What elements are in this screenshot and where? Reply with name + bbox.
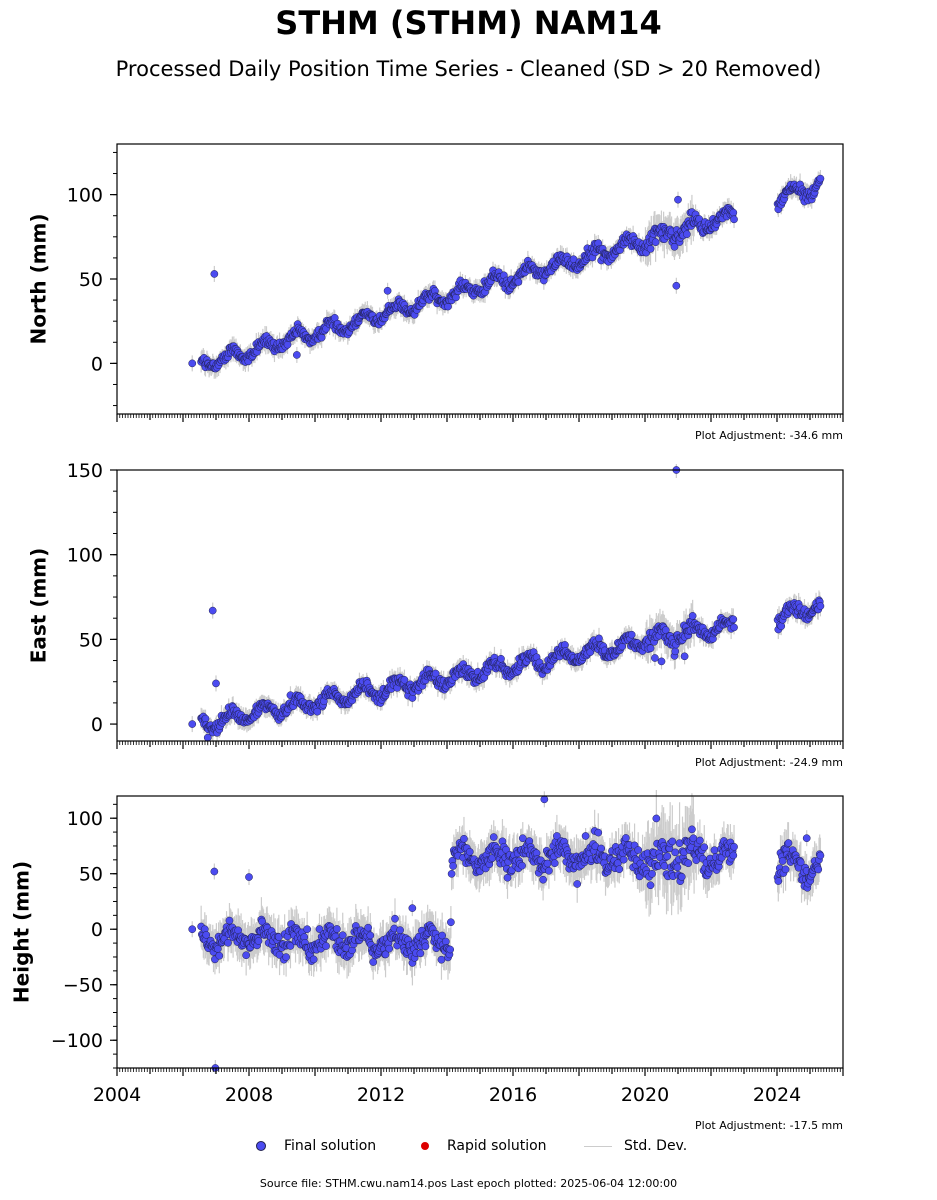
data-points-height bbox=[188, 790, 825, 1074]
plot-adjustment-north: Plot Adjustment: -34.6 mm bbox=[695, 429, 843, 442]
final-solution-point bbox=[497, 654, 505, 663]
panel-east: 0 50 100 150 East (mm) Plot Adjustment: -24.9… bbox=[27, 460, 844, 769]
final-solution-point bbox=[317, 333, 326, 342]
final-solution-point bbox=[441, 937, 450, 946]
final-solution-point bbox=[431, 669, 440, 678]
outlier-point bbox=[657, 657, 666, 666]
final-solution-point bbox=[215, 951, 224, 960]
chart-title: STHM (STHM) NAM14 bbox=[275, 4, 662, 42]
final-solution-point bbox=[225, 916, 234, 925]
final-solution-point bbox=[333, 925, 341, 933]
final-solution-point bbox=[396, 926, 404, 935]
final-solution-point bbox=[646, 644, 655, 653]
final-solution-points-east bbox=[188, 466, 825, 742]
final-solution-point bbox=[416, 949, 425, 958]
y-tick-label: 100 bbox=[67, 545, 103, 567]
final-solution-point bbox=[465, 847, 474, 856]
final-solution-point bbox=[254, 937, 263, 945]
outlier-point bbox=[672, 281, 681, 290]
final-solution-point bbox=[438, 931, 447, 940]
final-solution-point bbox=[444, 302, 452, 311]
final-solution-point bbox=[364, 923, 372, 932]
final-solution-point bbox=[595, 634, 603, 643]
final-solution-point bbox=[729, 208, 738, 217]
y-tick-label: 50 bbox=[79, 269, 103, 291]
outlier-point bbox=[680, 652, 689, 661]
outlier-point bbox=[674, 195, 682, 204]
final-solution-point bbox=[313, 707, 322, 716]
data-points-north bbox=[188, 169, 825, 379]
final-solution-point bbox=[282, 953, 290, 961]
final-solution-point bbox=[729, 615, 738, 624]
final-solution-point bbox=[816, 174, 825, 183]
final-solution-point bbox=[646, 244, 655, 253]
final-solution-point bbox=[671, 647, 680, 656]
final-solution-point bbox=[447, 918, 455, 927]
final-solution-point bbox=[670, 242, 679, 251]
final-solution-point bbox=[777, 622, 786, 631]
final-solution-point bbox=[366, 931, 375, 940]
final-solution-points-north bbox=[188, 174, 825, 373]
final-solution-point bbox=[242, 951, 251, 960]
chart-subtitle: Processed Daily Position Time Series - C… bbox=[115, 57, 822, 81]
final-solution-point bbox=[421, 942, 430, 951]
final-solution-point bbox=[400, 675, 409, 684]
outlier-point bbox=[203, 733, 212, 742]
y-axis-label-east: East (mm) bbox=[27, 548, 51, 664]
final-solution-point bbox=[391, 914, 399, 923]
panel-north: 0 50 100 North (mm) Plot Adjustment: -34.6 m… bbox=[27, 143, 844, 442]
final-solution-point bbox=[381, 950, 390, 959]
final-solution-point bbox=[447, 869, 456, 878]
final-solution-point bbox=[816, 602, 825, 610]
final-solution-point bbox=[369, 958, 378, 966]
final-solution-point bbox=[446, 945, 455, 954]
final-solution-point bbox=[258, 917, 266, 926]
final-solution-point bbox=[730, 215, 738, 224]
y-axis-label-north: North (mm) bbox=[27, 213, 51, 344]
final-solution-point bbox=[202, 931, 211, 939]
plot-frame-east bbox=[116, 469, 844, 742]
final-solution-point bbox=[688, 612, 697, 620]
final-solution-point bbox=[460, 834, 468, 843]
final-solution-point bbox=[627, 630, 636, 639]
final-solution-point bbox=[315, 925, 324, 933]
final-solution-point bbox=[224, 938, 232, 947]
final-solution-point bbox=[283, 340, 292, 349]
final-solution-point bbox=[682, 230, 691, 239]
final-solution-point bbox=[449, 862, 457, 870]
outlier-point bbox=[210, 270, 219, 278]
data-points-east bbox=[188, 464, 825, 746]
y-tick-label: 150 bbox=[67, 460, 103, 482]
outlier-point bbox=[383, 286, 392, 295]
final-solution-point bbox=[338, 931, 347, 940]
std-dev-bars-height bbox=[191, 790, 822, 1074]
outlier-point bbox=[293, 351, 301, 359]
final-solution-point bbox=[286, 942, 295, 950]
final-solution-points-height bbox=[188, 795, 825, 1072]
final-solution-point bbox=[730, 623, 738, 632]
final-solution-point bbox=[322, 942, 330, 950]
plot-adjustment-east: Plot Adjustment: -24.9 mm bbox=[695, 756, 843, 769]
final-solution-point bbox=[385, 944, 394, 953]
y-tick-label: 100 bbox=[67, 185, 103, 207]
y-tick-label: 0 bbox=[91, 714, 103, 736]
final-solution-point bbox=[651, 238, 660, 247]
outlier-point bbox=[212, 679, 220, 688]
final-solution-point bbox=[303, 925, 311, 934]
y-tick-label: 0 bbox=[91, 353, 103, 375]
outlier-point bbox=[188, 359, 197, 368]
final-solution-point bbox=[437, 955, 446, 964]
y-tick-label: 50 bbox=[79, 629, 103, 651]
outlier-point bbox=[208, 606, 217, 615]
plot-frame-north bbox=[116, 143, 844, 415]
final-solution-point bbox=[309, 955, 318, 964]
final-solution-point bbox=[514, 278, 523, 286]
outlier-point bbox=[651, 654, 659, 662]
outlier-point bbox=[188, 720, 197, 728]
